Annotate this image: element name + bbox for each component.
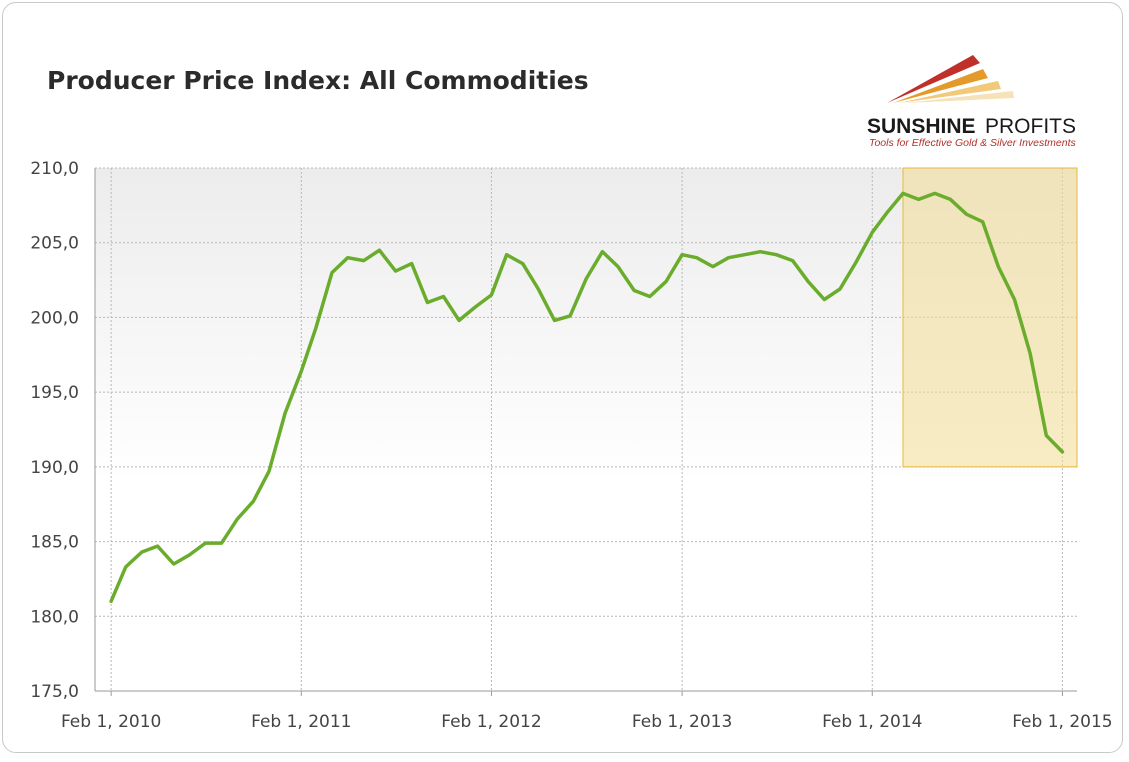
y-tick-label: 210,0: [30, 159, 79, 179]
x-tick-label: Feb 1, 2015: [1012, 712, 1112, 732]
highlight-region-layer: [902, 167, 1078, 468]
highlight-region: [902, 167, 1078, 468]
x-tick-label: Feb 1, 2010: [61, 712, 161, 732]
logo-tagline: Tools for Effective Gold & Silver Invest…: [869, 137, 1077, 149]
y-tick-label: 180,0: [30, 607, 79, 627]
y-tick-label: 190,0: [30, 458, 79, 478]
chart-title: Producer Price Index: All Commodities: [47, 66, 589, 95]
x-tick-label: Feb 1, 2011: [251, 712, 351, 732]
chart-canvas: Producer Price Index: All Commodities SU…: [30, 55, 1113, 732]
y-tick-label: 200,0: [30, 308, 79, 328]
logo-ray-red: [887, 55, 980, 103]
logo-ray-pale: [905, 91, 1014, 103]
x-tick-label: Feb 1, 2012: [441, 712, 541, 732]
axes: [94, 168, 1077, 696]
x-axis-tick-labels: Feb 1, 2010 Feb 1, 2011 Feb 1, 2012 Feb 1, …: [61, 712, 1113, 732]
logo-rays-icon: [887, 55, 1014, 103]
y-tick-label: 175,0: [30, 682, 79, 702]
logo-ray-light: [899, 81, 1001, 103]
series-line: [109, 191, 1065, 604]
x-tick-label: Feb 1, 2013: [632, 712, 732, 732]
logo-brand-regular: PROFITS: [985, 115, 1076, 138]
sunshine-profits-logo: SUNSHINE PROFITS Tools for Effective Gol…: [867, 55, 1077, 149]
y-tick-label: 205,0: [30, 234, 79, 254]
y-tick-label: 195,0: [30, 383, 79, 403]
y-tick-label: 185,0: [30, 533, 79, 553]
chart-frame: Producer Price Index: All Commodities SU…: [2, 2, 1123, 753]
series-layer: [109, 191, 1065, 604]
y-axis-tick-labels: 175,0 180,0 185,0 190,0 195,0 200,0 205,0 210,0: [30, 159, 79, 702]
svg-text:SUNSHINE PROFITS: SUNSHINE PROFITS: [867, 115, 1076, 138]
x-tick-label: Feb 1, 2014: [822, 712, 922, 732]
logo-ray-orange: [893, 69, 988, 103]
logo-brand-bold: SUNSHINE: [867, 115, 976, 138]
